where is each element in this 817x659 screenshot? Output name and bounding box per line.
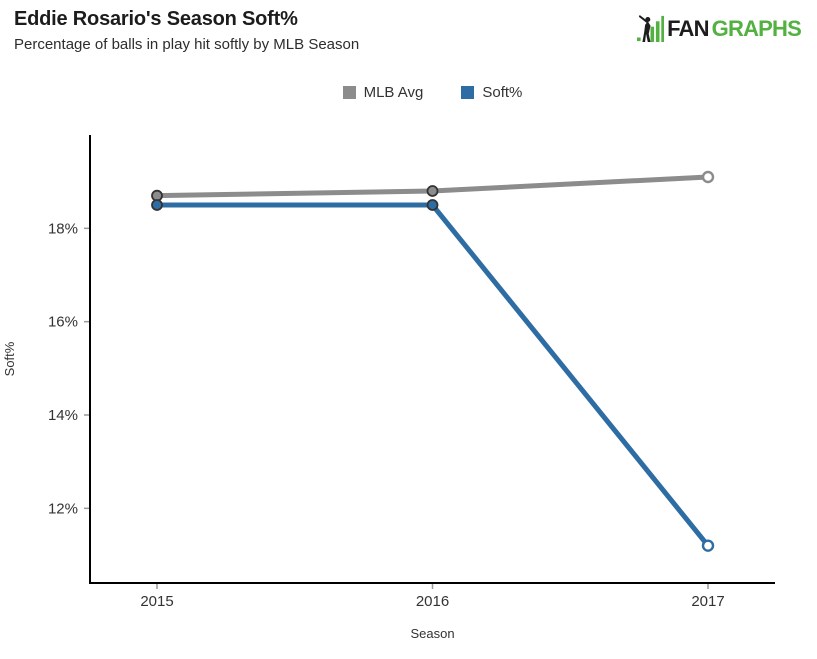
y-axis-title: Soft% [2,341,17,376]
logo-text-graphs: GRAPHS [711,15,802,41]
data-point-soft-2017 [701,539,715,552]
legend-swatch-soft-pct [461,86,475,99]
chart-subtitle: Percentage of balls in play hit softly b… [14,36,360,53]
x-axis-title: Season [410,626,454,641]
series-line-soft [157,202,710,548]
x-axis-tick-label: 2016 [416,593,449,610]
chart-title: Eddie Rosario's Season Soft% [14,8,298,30]
fangraphs-logo-icon [637,15,665,42]
data-point-mlb-avg-2016 [426,185,439,197]
fangraphs-logo[interactable]: FAN GRAPHS [637,14,802,43]
y-axis-tick-label: 18% [48,220,78,237]
legend-item-mlb-avg[interactable]: MLB Avg [342,84,424,101]
logo-text-fan: FAN [667,15,709,41]
legend-swatch-mlb-avg [342,86,356,99]
y-axis-tick-label: 12% [48,500,78,517]
chart-legend: MLB Avg Soft% [90,84,775,101]
legend-label-soft-pct: Soft% [482,84,523,101]
x-axis-tick-label: 2015 [140,593,173,610]
y-axis-tick-label: 16% [48,314,78,331]
x-axis-tick-label: 2017 [691,593,724,610]
data-point-mlb-avg-2017 [701,170,715,184]
y-axis-tick-label: 14% [48,407,78,424]
legend-label-mlb-avg: MLB Avg [363,84,424,101]
data-point-soft-2016 [426,199,439,211]
chart-header: Eddie Rosario's Season Soft% Percentage … [14,8,359,53]
data-point-soft-2015 [151,199,163,211]
legend-item-soft-pct[interactable]: Soft% [461,84,522,101]
